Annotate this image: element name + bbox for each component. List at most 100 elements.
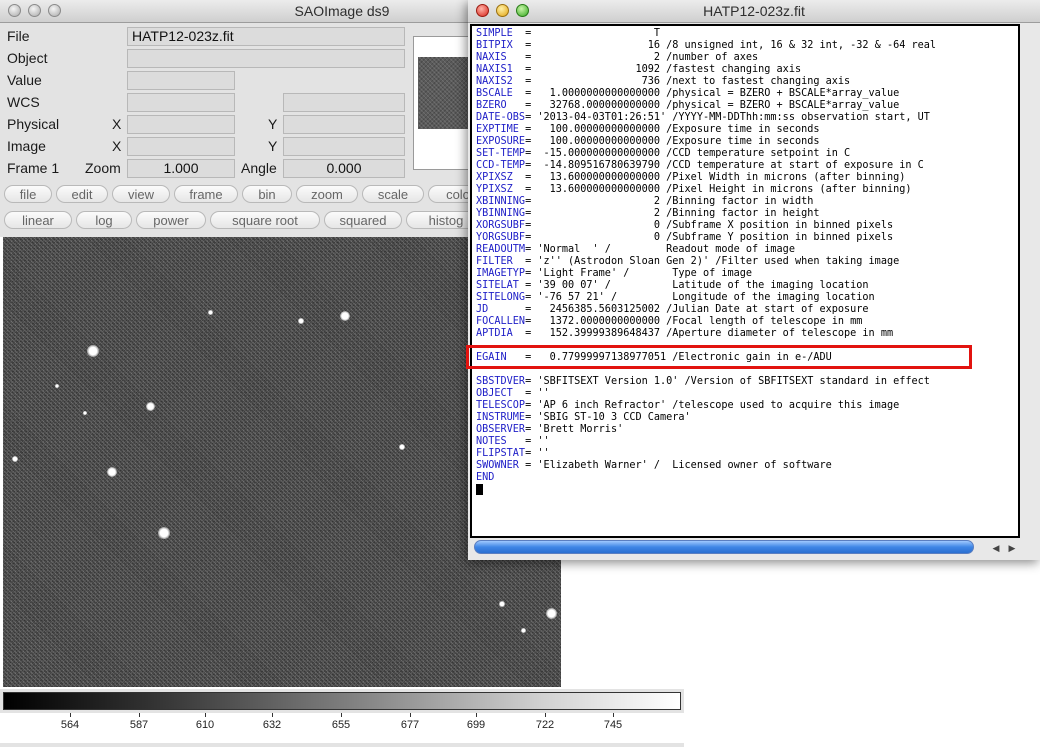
colorbar-tick-label: 610 (195, 719, 215, 731)
header-keyword: OBJECT (476, 388, 526, 399)
header-line: XPIXSZ = 13.600000000000000 /Pixel Width… (476, 172, 905, 183)
close-icon[interactable] (8, 4, 21, 17)
power-button[interactable]: power (136, 211, 206, 229)
squared-button[interactable]: squared (324, 211, 402, 229)
scroll-right-icon[interactable]: ▶ (1008, 543, 1016, 553)
header-keyword: APTDIA (476, 328, 526, 339)
frame-button[interactable]: frame (174, 185, 238, 203)
header-keyword: SET-TEMP (476, 148, 526, 159)
header-line: JD = 2456385.5603125002 /Julian Date at … (476, 304, 869, 315)
header-keyword: SWOWNER (476, 460, 526, 471)
header-window-title: HATP12-023z.fit (703, 3, 805, 19)
bin-button[interactable]: bin (242, 185, 292, 203)
log-button[interactable]: log (76, 211, 132, 229)
physical-label: Physical (7, 116, 60, 132)
header-keyword: OBSERVER (476, 424, 526, 435)
star (107, 467, 117, 477)
linear-button[interactable]: linear (4, 211, 72, 229)
star (208, 310, 213, 315)
text-cursor (476, 484, 483, 495)
header-keyword: FOCALLEN (476, 316, 526, 327)
colorbar-tick-label: 655 (331, 719, 351, 731)
horizontal-scrollbar[interactable] (474, 540, 974, 554)
wcs-y-field (283, 93, 405, 112)
header-value: = 100.00000000000000 /Exposure time in s… (525, 136, 820, 147)
header-titlebar[interactable]: HATP12-023z.fit (468, 0, 1040, 23)
colorbar-labels: 564 587 610 632 655 677 699 722 745 (0, 713, 684, 743)
header-keyword: XBINNING (476, 196, 526, 207)
colorbar-tick (205, 713, 206, 717)
header-keyword: NAXIS (476, 52, 526, 63)
colorbar[interactable] (3, 692, 681, 710)
header-keyword: YPIXSZ (476, 184, 526, 195)
value-label: Value (7, 72, 42, 88)
header-line: XBINNING= 2 /Binning factor in width (476, 196, 813, 207)
header-line: BSCALE = 1.0000000000000000 /physical = … (476, 88, 899, 99)
header-value: = 32768.000000000000 /physical = BZERO +… (525, 100, 900, 111)
colorbar-tick-label: 745 (603, 719, 623, 731)
header-keyword: NAXIS1 (476, 64, 526, 75)
header-value: = 'Normal ' / Readout mode of image (525, 244, 795, 255)
header-value: = 100.00000000000000 /Exposure time in s… (525, 124, 820, 135)
header-value: = 0 /Subframe Y position in binned pixel… (525, 232, 894, 243)
header-keyword: IMAGETYP (476, 268, 526, 279)
edit-button[interactable]: edit (56, 185, 108, 203)
header-line: APTDIA = 152.39999389648437 /Aperture di… (476, 328, 893, 339)
header-line: OBSERVER= 'Brett Morris' (476, 424, 623, 435)
header-keyword: BSCALE (476, 88, 526, 99)
zoom-window-icon[interactable] (516, 4, 529, 17)
colorbar-tick (70, 713, 71, 717)
header-value: = '39 00 07' / Latitude of the imaging l… (525, 280, 869, 291)
header-keyword: YBINNING (476, 208, 526, 219)
header-line: INSTRUME= 'SBIG ST-10 3 CCD Camera' (476, 412, 691, 423)
header-value: = '2013-04-03T01:26:51' /YYYY-MM-DDThh:m… (525, 112, 930, 123)
wcs-x-field (127, 93, 235, 112)
scroll-left-icon[interactable]: ◀ (992, 543, 1000, 553)
image-y-label: Y (268, 138, 278, 154)
header-line: OBJECT = '' (476, 388, 550, 399)
header-keyword: EXPTIME (476, 124, 526, 135)
header-text-area[interactable]: SIMPLE = T BITPIX = 16 /8 unsigned int, … (470, 24, 1020, 538)
header-line: NAXIS = 2 /number of axes (476, 52, 758, 63)
image-x-label: X (112, 138, 122, 154)
physical-y-label: Y (268, 116, 278, 132)
header-keyword: END (476, 472, 495, 483)
header-keyword: SITELONG (476, 292, 526, 303)
header-line: END (476, 472, 494, 483)
header-line: FOCALLEN= 1372.0000000000000 /Focal leng… (476, 316, 862, 327)
header-value: = T (525, 28, 661, 39)
close-icon[interactable] (476, 4, 489, 17)
header-line: TELESCOP= 'AP 6 inch Refractor' /telesco… (476, 400, 899, 411)
header-keyword: FLIPSTAT (476, 448, 526, 459)
header-value: = 'Light Frame' / Type of image (525, 268, 753, 279)
header-line: EGAIN = 0.77999997138977051 /Electronic … (476, 352, 832, 363)
colorbar-tick-label: 564 (60, 719, 80, 731)
physical-x-label: X (112, 116, 122, 132)
physical-x-field (127, 115, 235, 134)
view-button[interactable]: view (112, 185, 170, 203)
colorbar-tick (410, 713, 411, 717)
header-value: = 2 /Binning factor in height (525, 208, 820, 219)
header-keyword: READOUTM (476, 244, 526, 255)
header-line: SWOWNER = 'Elizabeth Warner' / Licensed … (476, 460, 832, 471)
zoom-button[interactable]: zoom (296, 185, 358, 203)
header-keyword: XPIXSZ (476, 172, 526, 183)
header-line: EXPOSURE= 100.00000000000000 /Exposure t… (476, 136, 819, 147)
zoom-window-icon[interactable] (48, 4, 61, 17)
header-value: = 1092 /fastest changing axis (525, 64, 802, 75)
image-y-field (283, 137, 405, 156)
file-button[interactable]: file (4, 185, 52, 203)
star (87, 345, 99, 357)
value-field (127, 71, 235, 90)
minimize-icon[interactable] (496, 4, 509, 17)
square-root-button[interactable]: square root (210, 211, 320, 229)
header-keyword: EGAIN (476, 352, 526, 363)
header-value: = 736 /next to fastest changing axis (525, 76, 851, 87)
scale-button[interactable]: scale (362, 185, 424, 203)
star (521, 628, 526, 633)
header-line: BITPIX = 16 /8 unsigned int, 16 & 32 int… (476, 40, 936, 51)
colorbar-tick (272, 713, 273, 717)
minimize-icon[interactable] (28, 4, 41, 17)
header-value: = -14.809516780639790 /CCD temperature a… (525, 160, 924, 171)
header-keyword: BITPIX (476, 40, 526, 51)
